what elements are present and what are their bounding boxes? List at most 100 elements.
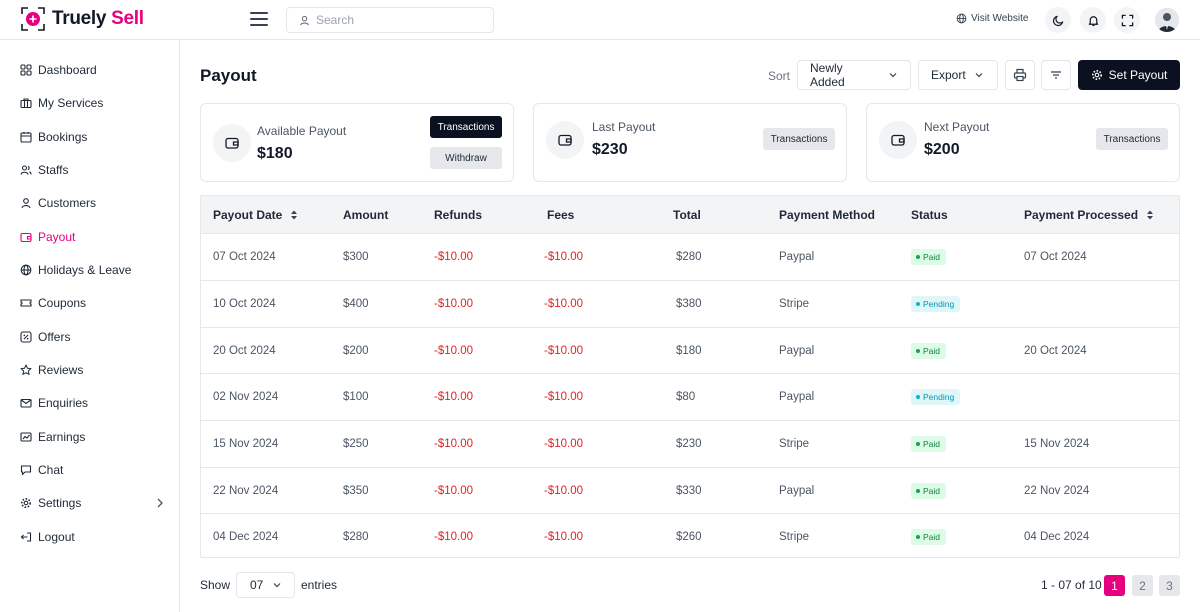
status-badge: Paid — [911, 249, 947, 265]
cell-fees: -$10.00 — [544, 438, 584, 450]
col-fees: Fees — [547, 208, 575, 222]
table-row[interactable]: 20 Oct 2024 $200 -$10.00 -$10.00 $180 Pa… — [201, 327, 1179, 374]
table-row[interactable]: 15 Nov 2024 $250 -$10.00 -$10.00 $230 St… — [201, 420, 1179, 467]
available-payout-card: Available Payout $180 Transactions Withd… — [200, 103, 514, 182]
sidebar-item-earnings[interactable]: Earnings — [20, 427, 165, 447]
withdraw-button[interactable]: Withdraw — [430, 147, 502, 169]
search-box[interactable] — [286, 7, 494, 33]
page-button-3[interactable]: 3 — [1159, 575, 1180, 596]
card-amount: $230 — [592, 141, 628, 158]
sidebar-item-label: Reviews — [38, 363, 84, 377]
main-content: Payout Sort Newly Added Export Set Payou… — [180, 40, 1200, 612]
cell-amount: $300 — [343, 251, 369, 263]
table-row[interactable]: 02 Nov 2024 $100 -$10.00 -$10.00 $80 Pay… — [201, 373, 1179, 420]
transactions-button[interactable]: Transactions — [763, 128, 835, 150]
col-label: Payment Processed — [1024, 208, 1139, 222]
col-payout-date[interactable]: Payout Date — [213, 208, 298, 222]
dark-mode-button[interactable] — [1045, 7, 1071, 33]
sidebar-item-reviews[interactable]: Reviews — [20, 360, 165, 380]
card-label: Available Payout — [257, 124, 347, 138]
cell-processed: 15 Nov 2024 — [1024, 438, 1090, 450]
sidebar-item-enquiries[interactable]: Enquiries — [20, 393, 165, 413]
sidebar-item-label: Payout — [38, 230, 76, 244]
cell-method: Paypal — [779, 345, 815, 357]
bell-icon — [1088, 15, 1098, 26]
sidebar-item-dashboard[interactable]: Dashboard — [20, 60, 165, 80]
grid-icon — [20, 64, 32, 76]
card-amount: $200 — [924, 141, 960, 158]
top-bar: Truely Sell Visit Website — [0, 0, 1200, 40]
moon-icon — [1052, 15, 1063, 26]
cell-refunds: -$10.00 — [434, 438, 474, 450]
col-total: Total — [673, 208, 701, 222]
sidebar-item-label: Staffs — [38, 163, 69, 177]
sidebar-item-customers[interactable]: Customers — [20, 193, 165, 213]
cell-fees: -$10.00 — [544, 298, 584, 310]
page-button-1[interactable]: 1 — [1104, 575, 1125, 596]
sidebar-item-settings[interactable]: Settings — [20, 493, 165, 513]
chevron-down-icon — [273, 583, 281, 588]
sidebar-item-holidays-leave[interactable]: Holidays & Leave — [20, 260, 165, 280]
sidebar: Dashboard My Services Bookings Staffs Cu… — [0, 40, 180, 612]
sidebar-item-coupons[interactable]: Coupons — [20, 293, 165, 313]
set-payout-button[interactable]: Set Payout — [1078, 60, 1180, 90]
sort-dropdown[interactable]: Newly Added — [797, 60, 911, 90]
sidebar-item-staffs[interactable]: Staffs — [20, 160, 165, 180]
user-icon — [21, 198, 31, 209]
chevron-down-icon — [889, 73, 897, 78]
sidebar-item-label: Dashboard — [38, 63, 97, 77]
entries-dropdown[interactable]: 07 — [236, 572, 295, 598]
cell-total: $260 — [676, 531, 702, 543]
filter-icon — [1051, 71, 1061, 79]
status-badge: Paid — [911, 529, 947, 545]
chat-icon — [20, 465, 32, 476]
sidebar-item-chat[interactable]: Chat — [20, 460, 165, 480]
cell-amount: $350 — [343, 485, 369, 497]
logo-text: Truely Sell — [52, 8, 144, 30]
cell-amount: $100 — [343, 391, 369, 403]
page-button-2[interactable]: 2 — [1132, 575, 1153, 596]
col-label: Payout Date — [213, 208, 283, 222]
entries-label: entries — [301, 578, 338, 592]
page-title: Payout — [200, 66, 257, 85]
cell-fees: -$10.00 — [544, 251, 584, 263]
table-row[interactable]: 10 Oct 2024 $400 -$10.00 -$10.00 $380 St… — [201, 280, 1179, 327]
menu-toggle-icon[interactable] — [250, 12, 268, 26]
search-input[interactable] — [316, 13, 486, 27]
table-row[interactable]: 07 Oct 2024 $300 -$10.00 -$10.00 $280 Pa… — [201, 233, 1179, 280]
sort-icon — [291, 210, 298, 220]
col-payment-processed[interactable]: Payment Processed — [1024, 208, 1154, 222]
globe-icon — [956, 13, 967, 24]
wallet-icon — [546, 121, 584, 159]
avatar[interactable] — [1155, 8, 1179, 32]
entries-value: 07 — [250, 578, 264, 592]
sidebar-item-logout[interactable]: Logout — [20, 527, 165, 547]
sidebar-item-offers[interactable]: Offers — [20, 327, 165, 347]
fullscreen-button[interactable] — [1114, 7, 1140, 33]
transactions-button[interactable]: Transactions — [1096, 128, 1168, 150]
visit-website-link[interactable]: Visit Website — [956, 13, 1028, 24]
next-payout-card: Next Payout $200 Transactions — [866, 103, 1180, 182]
sidebar-item-label: Customers — [38, 196, 97, 210]
users-icon — [20, 165, 32, 175]
cell-processed: 07 Oct 2024 — [1024, 251, 1087, 263]
sidebar-item-label: Coupons — [38, 296, 87, 310]
print-button[interactable] — [1005, 60, 1035, 90]
cell-refunds: -$10.00 — [434, 391, 474, 403]
logo[interactable]: Truely Sell — [20, 6, 144, 32]
col-payment-method: Payment Method — [779, 208, 876, 222]
cell-processed: 04 Dec 2024 — [1024, 531, 1090, 543]
card-label: Next Payout — [924, 120, 990, 134]
cell-total: $380 — [676, 298, 702, 310]
export-dropdown[interactable]: Export — [918, 60, 998, 90]
table-row[interactable]: 04 Dec 2024 $280 -$10.00 -$10.00 $260 St… — [201, 513, 1179, 557]
col-amount: Amount — [343, 208, 389, 222]
cell-fees: -$10.00 — [544, 345, 584, 357]
filter-button[interactable] — [1041, 60, 1071, 90]
table-row[interactable]: 22 Nov 2024 $350 -$10.00 -$10.00 $330 Pa… — [201, 467, 1179, 514]
notifications-button[interactable] — [1080, 7, 1106, 33]
sidebar-item-payout[interactable]: Payout — [20, 227, 165, 247]
transactions-button[interactable]: Transactions — [430, 116, 502, 138]
sidebar-item-my-services[interactable]: My Services — [20, 93, 165, 113]
sidebar-item-bookings[interactable]: Bookings — [20, 127, 165, 147]
